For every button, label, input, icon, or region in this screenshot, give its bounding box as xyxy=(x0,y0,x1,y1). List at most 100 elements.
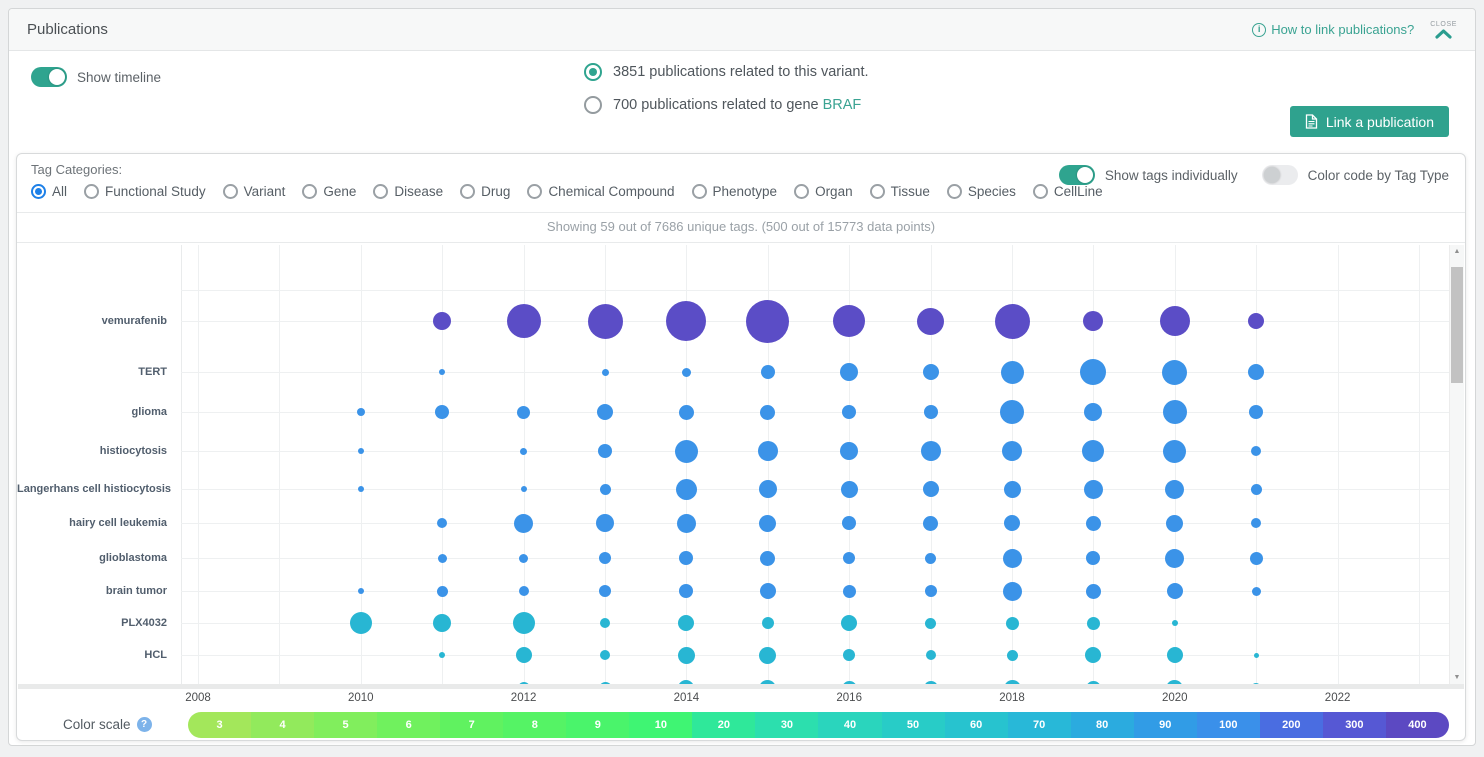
bubble-glioma-2011[interactable] xyxy=(435,405,450,419)
bubble-brain tumor-2021[interactable] xyxy=(1251,586,1261,596)
bubble-TERT-2020[interactable] xyxy=(1162,359,1188,385)
bubble-vemurafenib-2021[interactable] xyxy=(1248,313,1265,329)
bubble-PLX4032-2010[interactable] xyxy=(349,612,372,634)
bubble-brain tumor-2019[interactable] xyxy=(1085,583,1101,599)
vertical-scrollbar[interactable]: ▲ ▼ xyxy=(1449,245,1464,684)
show-timeline-toggle[interactable] xyxy=(31,67,67,87)
bubble-TERT-2016[interactable] xyxy=(840,363,859,381)
bubble-glioblastoma-2017[interactable] xyxy=(925,552,937,564)
how-to-link-publications-link[interactable]: i How to link publications? xyxy=(1252,22,1414,37)
bubble-histiocytosis-2014[interactable] xyxy=(674,439,698,463)
bubble-glioma-2012[interactable] xyxy=(517,405,531,419)
tag-category-radio-variant[interactable]: Variant xyxy=(222,184,285,199)
horizontal-scrollbar[interactable] xyxy=(18,684,1464,689)
bubble-vemurafenib-2020[interactable] xyxy=(1159,306,1190,336)
bubble-row-2016[interactable] xyxy=(841,680,857,684)
bubble-row-2018[interactable] xyxy=(1003,679,1021,684)
bubble-PLX4032-2018[interactable] xyxy=(1005,616,1019,630)
bubble-TERT-2019[interactable] xyxy=(1080,359,1107,385)
bubble-row-2020[interactable] xyxy=(1166,679,1184,684)
bubble-row-2013[interactable] xyxy=(598,681,612,684)
bubble-Langerhans cell histiocytosis-2016[interactable] xyxy=(840,480,858,498)
bubble-vemurafenib-2014[interactable] xyxy=(666,301,707,341)
bubble-Langerhans cell histiocytosis-2013[interactable] xyxy=(599,483,611,495)
bubble-PLX4032-2013[interactable] xyxy=(600,618,610,628)
bubble-HCL-2018[interactable] xyxy=(1006,649,1018,661)
bubble-glioma-2017[interactable] xyxy=(923,405,938,419)
bubble-vemurafenib-2018[interactable] xyxy=(994,303,1030,339)
bubble-HCL-2021[interactable] xyxy=(1253,652,1259,658)
bubble-PLX4032-2014[interactable] xyxy=(678,615,695,631)
tag-category-radio-chemical-compound[interactable]: Chemical Compound xyxy=(527,184,675,199)
bubble-HCL-2019[interactable] xyxy=(1085,647,1102,663)
radio-gene-publications[interactable]: 700 publications related to gene BRAF xyxy=(584,96,869,114)
tag-category-radio-drug[interactable]: Drug xyxy=(460,184,510,199)
bubble-hairy cell leukemia-2017[interactable] xyxy=(923,515,939,531)
bubble-histiocytosis-2021[interactable] xyxy=(1251,446,1262,456)
bubble-HCL-2014[interactable] xyxy=(677,646,695,664)
bubble-TERT-2018[interactable] xyxy=(1000,360,1024,384)
vertical-scrollbar-thumb[interactable] xyxy=(1451,267,1463,383)
bubble-PLX4032-2017[interactable] xyxy=(925,617,937,629)
bubble-PLX4032-2016[interactable] xyxy=(841,615,858,631)
bubble-TERT-2017[interactable] xyxy=(922,364,939,380)
bubble-histiocytosis-2013[interactable] xyxy=(598,444,612,458)
bubble-HCL-2016[interactable] xyxy=(843,649,856,661)
bubble-vemurafenib-2015[interactable] xyxy=(746,299,790,343)
bubble-hairy cell leukemia-2011[interactable] xyxy=(437,518,448,528)
tag-category-radio-species[interactable]: Species xyxy=(946,184,1016,199)
bubble-brain tumor-2016[interactable] xyxy=(842,584,856,598)
bubble-glioblastoma-2020[interactable] xyxy=(1165,548,1185,568)
bubble-vemurafenib-2019[interactable] xyxy=(1083,311,1104,331)
bubble-glioblastoma-2021[interactable] xyxy=(1249,551,1263,565)
bubble-brain tumor-2012[interactable] xyxy=(518,586,529,596)
bubble-brain tumor-2015[interactable] xyxy=(759,583,776,599)
bubble-row-2014[interactable] xyxy=(678,680,695,684)
bubble-brain tumor-2013[interactable] xyxy=(599,585,611,597)
bubble-glioblastoma-2011[interactable] xyxy=(437,553,447,563)
tag-category-radio-organ[interactable]: Organ xyxy=(794,184,853,199)
bubble-HCL-2015[interactable] xyxy=(759,646,777,664)
bubble-hairy cell leukemia-2020[interactable] xyxy=(1166,514,1184,532)
bubble-vemurafenib-2016[interactable] xyxy=(833,305,866,337)
show-tags-individually-toggle[interactable] xyxy=(1058,165,1095,185)
bubble-glioma-2019[interactable] xyxy=(1084,403,1103,421)
bubble-histiocytosis-2020[interactable] xyxy=(1163,439,1187,463)
bubble-TERT-2021[interactable] xyxy=(1248,364,1265,380)
bubble-histiocytosis-2016[interactable] xyxy=(840,442,859,460)
bubble-histiocytosis-2010[interactable] xyxy=(357,448,364,454)
bubble-TERT-2015[interactable] xyxy=(760,365,775,379)
bubble-brain tumor-2014[interactable] xyxy=(679,584,694,598)
radio-variant-publications[interactable]: 3851 publications related to this varian… xyxy=(584,63,869,81)
bubble-TERT-2013[interactable] xyxy=(601,368,609,376)
bubble-histiocytosis-2012[interactable] xyxy=(520,447,528,455)
bubble-row-2021[interactable] xyxy=(1251,683,1262,684)
bubble-glioblastoma-2018[interactable] xyxy=(1002,548,1022,568)
bubble-Langerhans cell histiocytosis-2020[interactable] xyxy=(1165,479,1185,499)
bubble-brain tumor-2020[interactable] xyxy=(1166,583,1183,599)
bubble-glioblastoma-2015[interactable] xyxy=(760,550,776,566)
scroll-up-arrow[interactable]: ▲ xyxy=(1453,248,1461,255)
bubble-glioblastoma-2012[interactable] xyxy=(519,553,529,563)
bubble-row-2015[interactable] xyxy=(759,679,777,684)
bubble-glioblastoma-2014[interactable] xyxy=(679,551,694,565)
bubble-hairy cell leukemia-2013[interactable] xyxy=(596,514,614,532)
bubble-TERT-2014[interactable] xyxy=(681,367,691,377)
tag-category-radio-gene[interactable]: Gene xyxy=(302,184,356,199)
bubble-glioma-2021[interactable] xyxy=(1249,405,1264,419)
bubble-hairy cell leukemia-2018[interactable] xyxy=(1004,515,1020,531)
bubble-PLX4032-2011[interactable] xyxy=(433,614,452,632)
bubble-PLX4032-2019[interactable] xyxy=(1086,616,1100,630)
gene-link[interactable]: BRAF xyxy=(822,97,862,113)
bubble-PLX4032-2020[interactable] xyxy=(1171,620,1178,626)
bubble-Langerhans cell histiocytosis-2021[interactable] xyxy=(1250,483,1262,495)
bubble-Langerhans cell histiocytosis-2019[interactable] xyxy=(1083,479,1103,499)
bubble-histiocytosis-2018[interactable] xyxy=(1002,441,1022,461)
bubble-glioma-2016[interactable] xyxy=(842,405,857,419)
tag-category-radio-tissue[interactable]: Tissue xyxy=(869,184,930,199)
tag-category-radio-phenotype[interactable]: Phenotype xyxy=(691,184,777,199)
bubble-glioblastoma-2016[interactable] xyxy=(843,552,856,564)
help-question-icon[interactable]: ? xyxy=(136,717,152,732)
bubble-hairy cell leukemia-2012[interactable] xyxy=(514,513,534,533)
tag-category-radio-functional-study[interactable]: Functional Study xyxy=(84,184,206,199)
